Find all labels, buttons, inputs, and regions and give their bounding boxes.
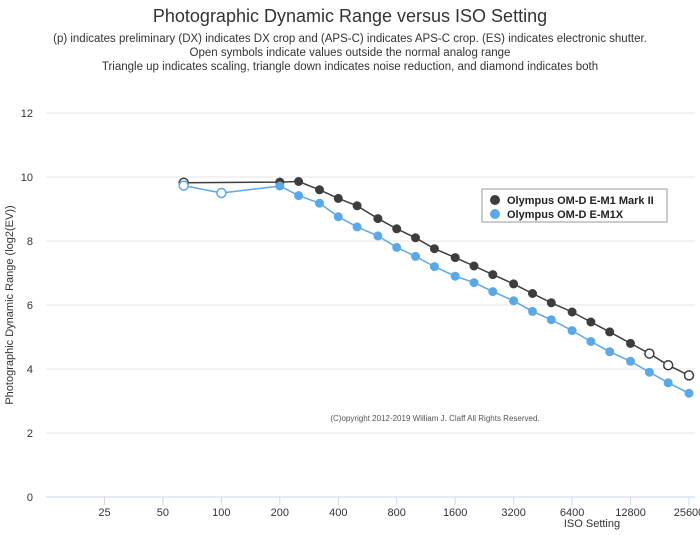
- y-tick-label: 8: [27, 236, 33, 248]
- axes: 0 2 4 6 8 10 12 25 50 100 200 400 800 1600 3200 6400 128…: [21, 108, 700, 519]
- series-1-point: [546, 298, 556, 308]
- x-tick-label: 800: [388, 507, 406, 519]
- series-1-point: [392, 224, 402, 234]
- grid-lines: [46, 112, 695, 434]
- series-1-point: [315, 185, 324, 195]
- series-2-point: [644, 367, 654, 377]
- copyright-notice: (C)opyright 2012-2019 William J. Claff A…: [330, 414, 539, 423]
- series-1-point: [450, 253, 460, 263]
- series-1-point: [605, 327, 615, 337]
- x-tick-label: 50: [157, 507, 169, 519]
- legend: Olympus OM-D E-M1 Mark II Olympus OM-D E…: [481, 188, 668, 223]
- chart-subtitle-line-2: Open symbols indicate values outside the…: [189, 47, 511, 59]
- series-1-point: [411, 233, 420, 243]
- legend-marker-series-2[interactable]: [490, 209, 500, 219]
- x-tick-label: 6400: [560, 507, 584, 519]
- series-2-point: [663, 378, 673, 388]
- series-1-point: [567, 307, 577, 317]
- x-tick-label: 25600: [674, 507, 700, 519]
- x-tick-label: 3200: [501, 507, 525, 519]
- series-2-point: [546, 315, 556, 325]
- series-1-point: [683, 370, 695, 381]
- legend-box: [481, 188, 668, 223]
- series-2-point: [509, 296, 519, 306]
- y-tick-label: 4: [27, 364, 33, 376]
- series-2-point: [411, 251, 420, 261]
- x-tick-label: 200: [271, 507, 289, 519]
- series-1-point: [586, 317, 596, 327]
- series-1-point: [626, 338, 635, 348]
- chart-title: Photographic Dynamic Range versus ISO Se…: [152, 6, 548, 26]
- series-2-point: [333, 212, 343, 222]
- x-tick-label: 100: [212, 507, 230, 519]
- series-2-point: [488, 287, 498, 297]
- series-1-point: [644, 348, 655, 359]
- chart-subtitle-line-1: (p) indicates preliminary (DX) indicates…: [53, 33, 647, 45]
- series-2-point: [216, 187, 227, 199]
- series-1-point: [333, 193, 343, 203]
- chart-subtitle-line-3: Triangle up indicates scaling, triangle …: [101, 61, 599, 73]
- x-tick-label: 25: [98, 507, 110, 519]
- data-series: [178, 177, 695, 398]
- series-2-point: [178, 180, 189, 191]
- y-tick-label: 10: [21, 172, 33, 184]
- series-1-point: [429, 244, 439, 254]
- series-2-point: [392, 242, 402, 252]
- series-1-point: [294, 177, 304, 186]
- y-tick-label: 2: [27, 428, 33, 440]
- series-2-point: [684, 388, 694, 398]
- series-2-point: [626, 356, 635, 366]
- legend-label-series-1[interactable]: Olympus OM-D E-M1 Mark II: [507, 195, 654, 207]
- legend-marker-series-1[interactable]: [490, 195, 500, 205]
- x-tick-label: 1600: [443, 507, 467, 519]
- series-2-point: [586, 337, 596, 346]
- x-axis-title: ISO Setting: [564, 518, 620, 530]
- x-tick-label: 400: [329, 507, 347, 519]
- series-1-point: [662, 359, 674, 371]
- series-2-point: [352, 222, 362, 232]
- y-tick-label: 0: [27, 492, 33, 504]
- series-2-point: [469, 278, 479, 288]
- y-axis-title: Photographic Dynamic Range (log2(EV)): [4, 205, 16, 404]
- x-tick-label: 12800: [615, 507, 646, 519]
- series-2-point: [315, 198, 324, 208]
- legend-label-series-2[interactable]: Olympus OM-D E-M1X: [507, 209, 624, 221]
- y-tick-label: 6: [27, 300, 33, 312]
- series-1-point: [509, 279, 519, 289]
- series-1-point: [352, 201, 362, 211]
- series-1-point: [469, 261, 479, 271]
- series-1-point: [373, 214, 383, 224]
- series-1-point: [488, 270, 498, 280]
- series-2-point: [605, 347, 615, 357]
- series-2-point: [429, 262, 439, 272]
- series-2-point: [294, 191, 304, 201]
- series-2-point: [275, 181, 285, 191]
- series-2-point: [373, 231, 383, 241]
- series-2-point: [528, 306, 537, 316]
- series-2-point: [450, 271, 460, 281]
- series-1-point: [528, 289, 537, 298]
- y-tick-label: 12: [21, 108, 33, 120]
- series-2-point: [567, 326, 577, 336]
